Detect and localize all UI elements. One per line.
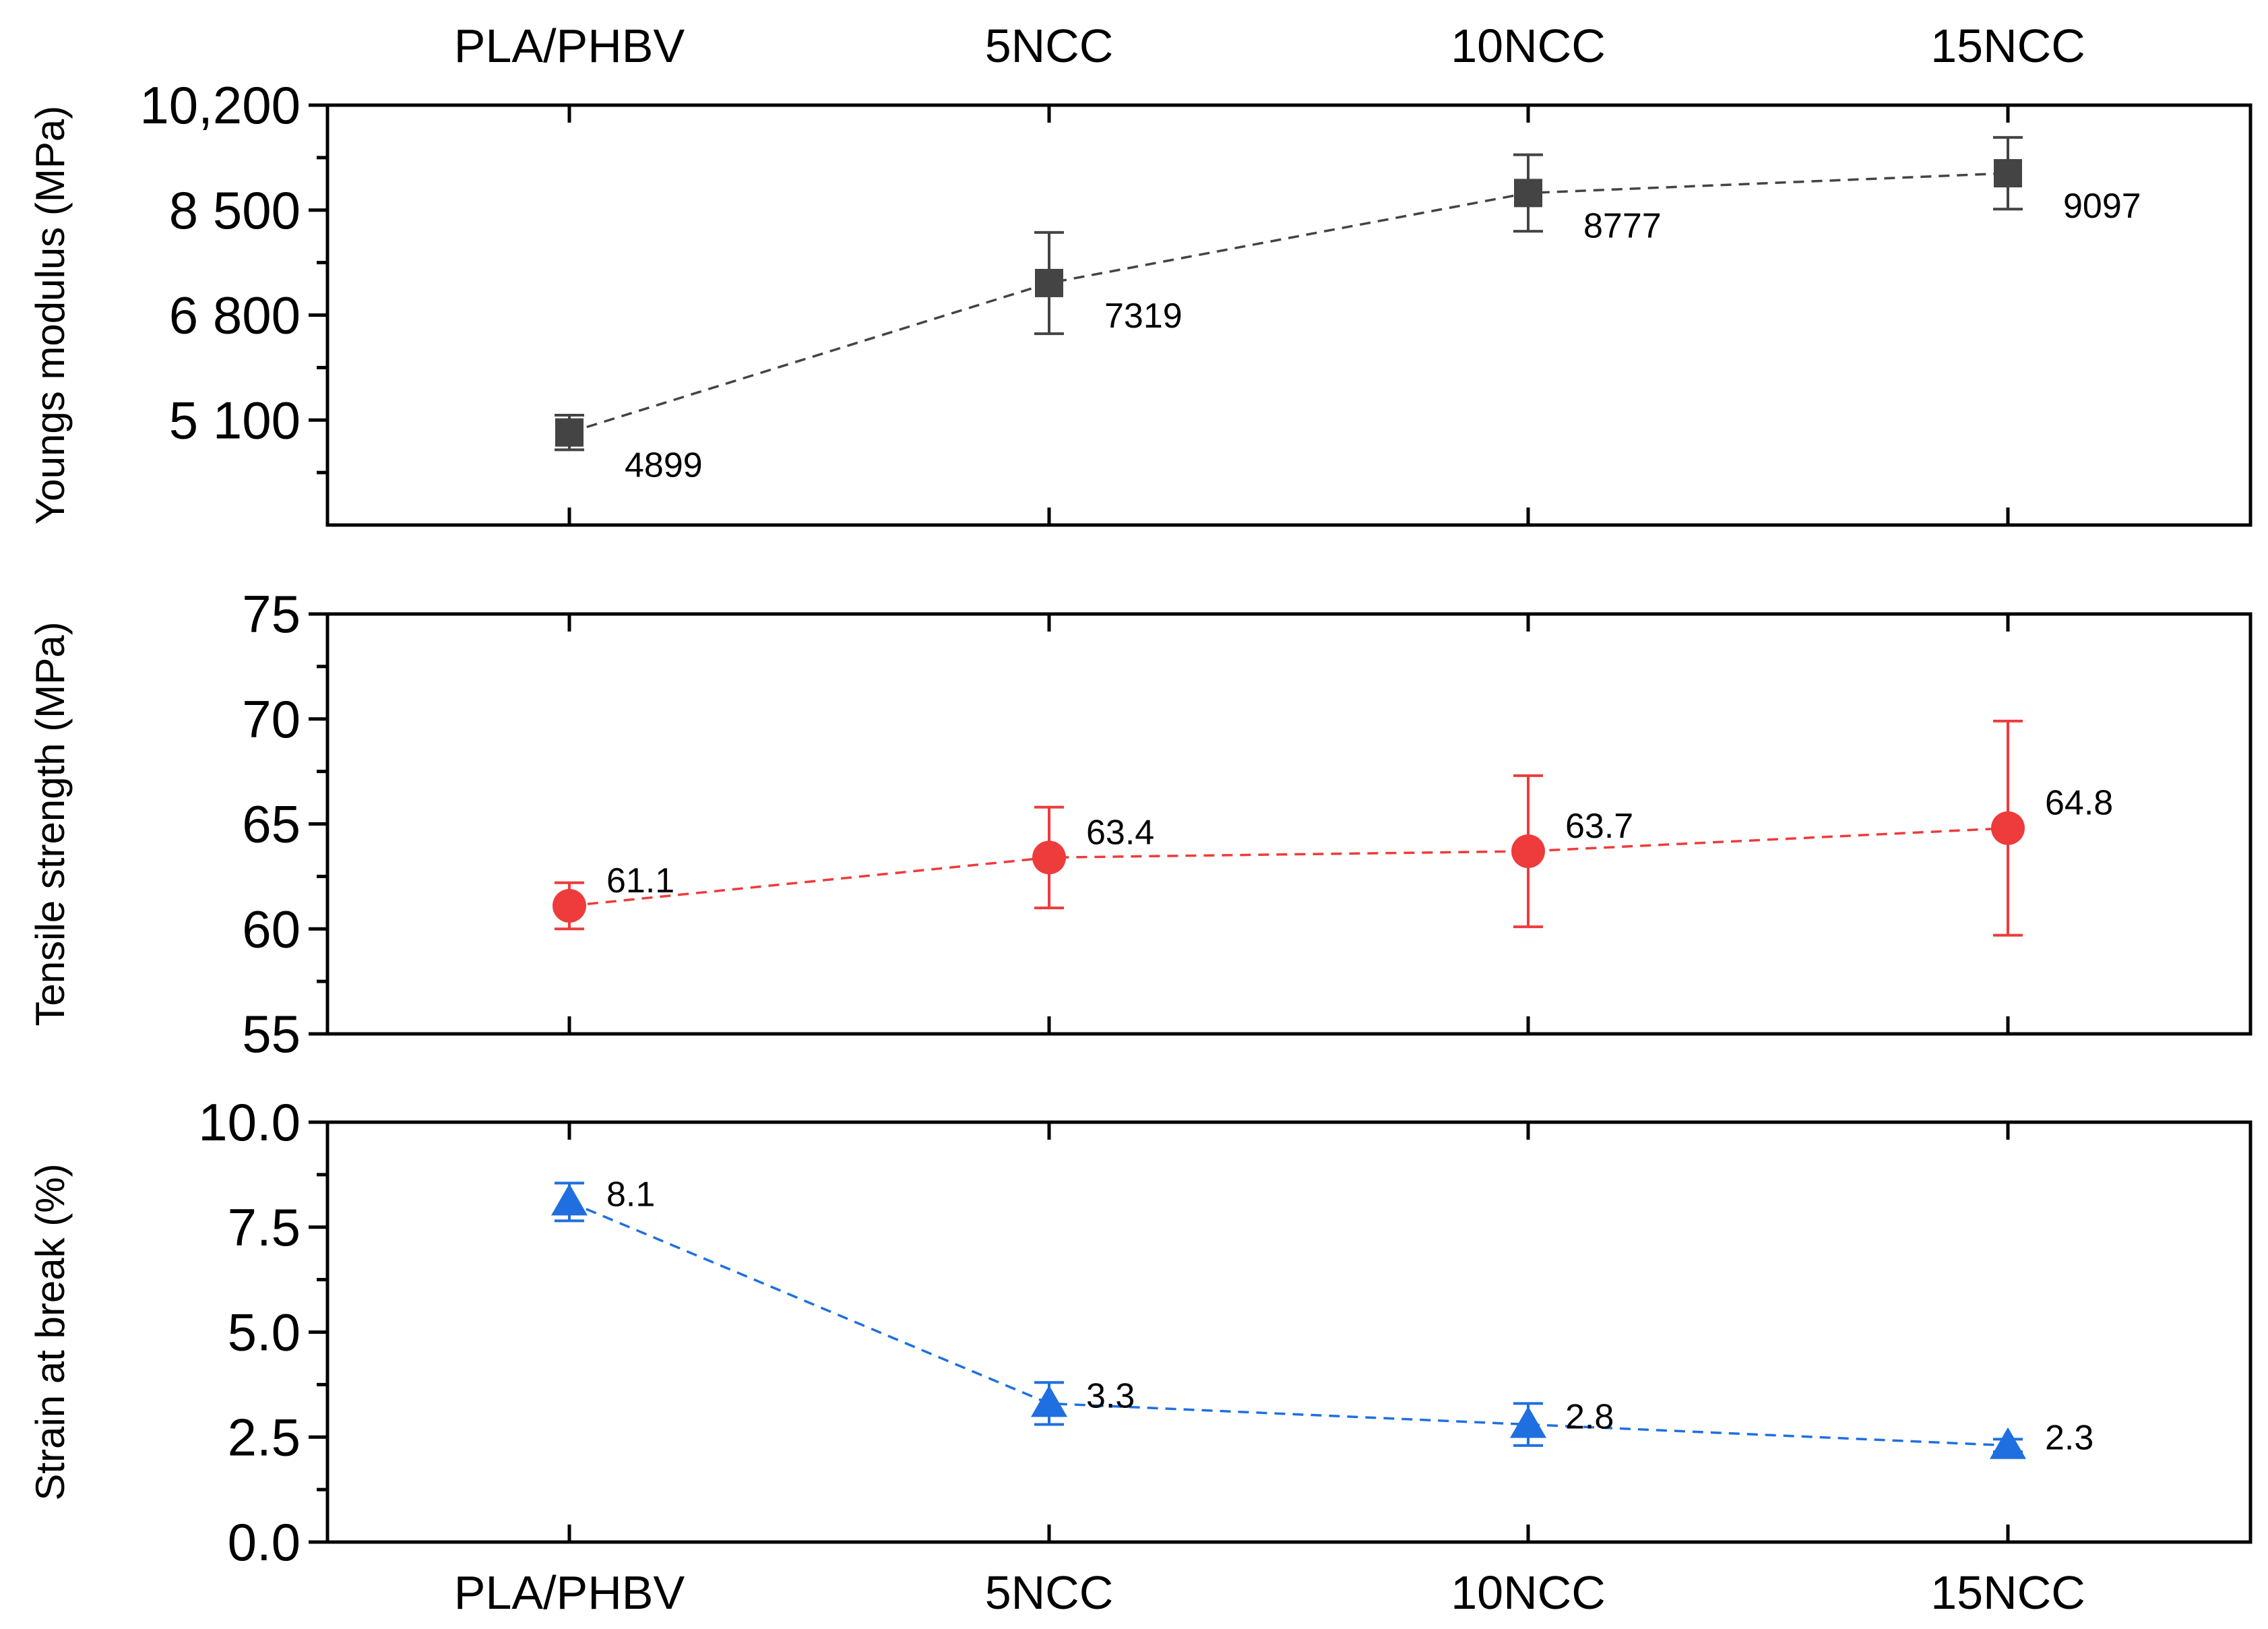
top-category-label: 5NCC	[985, 20, 1114, 72]
bottom-category-label: 15NCC	[1930, 1566, 2085, 1619]
data-label: 2.3	[2045, 1419, 2093, 1458]
data-point-triangle	[1510, 1406, 1546, 1438]
bottom-category-label: 5NCC	[985, 1566, 1114, 1619]
data-point-square	[1514, 179, 1542, 208]
data-point-square	[1994, 159, 2022, 188]
data-label: 3.3	[1086, 1376, 1135, 1415]
top-category-label: PLA/PHBV	[454, 20, 685, 72]
y-tick-label: 55	[242, 1004, 301, 1064]
data-label: 8777	[1583, 206, 1662, 245]
data-label: 63.7	[1565, 807, 1633, 846]
y-tick-label: 6 800	[169, 286, 301, 345]
top-category-label: 10NCC	[1451, 20, 1606, 72]
y-tick-label: 8 500	[169, 181, 301, 240]
data-point-triangle	[1031, 1385, 1067, 1417]
y-tick-label: 5.0	[228, 1303, 301, 1362]
data-label: 63.4	[1086, 813, 1154, 852]
data-point-square	[1035, 268, 1063, 297]
top-category-label: 15NCC	[1930, 20, 2085, 72]
data-point-triangle	[551, 1184, 588, 1216]
y-tick-label: 5 100	[169, 390, 301, 450]
data-point-circle	[553, 888, 586, 923]
series-line	[569, 1200, 2009, 1447]
y-tick-label: 7.5	[228, 1198, 301, 1257]
bottom-category-label: PLA/PHBV	[454, 1566, 685, 1619]
y-tick-label: 0.0	[228, 1512, 301, 1572]
top-category-axis: PLA/PHBV 5NCC 10NCC 15NCC	[454, 20, 2085, 72]
youngs-modulus-panel: 5 100 6 800 8 500 10,200 Youngs modulus (MPa…	[28, 75, 2253, 527]
tensile-strength-panel: 55 60 65 70 75 Tensile strength (MPa) 61.1 63.4…	[28, 584, 2253, 1064]
data-point-circle	[1511, 834, 1545, 868]
y-axis-title: Tensile strength (MPa)	[28, 621, 73, 1026]
data-label: 2.8	[1565, 1398, 1614, 1437]
y-tick-label: 60	[242, 899, 301, 958]
data-label: 7319	[1104, 297, 1183, 336]
data-point-circle	[1991, 811, 2025, 845]
series-line	[569, 826, 2009, 907]
data-point-square	[555, 418, 584, 447]
bottom-category-axis: PLA/PHBV 5NCC 10NCC 15NCC	[454, 1566, 2085, 1619]
data-label: 61.1	[606, 861, 674, 900]
data-label: 8.1	[606, 1175, 655, 1214]
y-axis-title: Strain at break (%)	[28, 1163, 73, 1500]
data-label: 9097	[2063, 187, 2141, 226]
y-tick-label: 10,200	[139, 75, 301, 135]
y-axis-title: Youngs modulus (MPa)	[28, 106, 73, 524]
y-tick-label: 65	[242, 795, 301, 854]
y-tick-label: 70	[242, 689, 301, 749]
data-label: 64.8	[2045, 784, 2113, 823]
y-tick-label: 2.5	[228, 1407, 301, 1467]
y-tick-label: 10.0	[198, 1093, 301, 1152]
bottom-category-label: 10NCC	[1451, 1566, 1606, 1619]
y-tick-label: 75	[242, 584, 301, 644]
strain-at-break-panel: 0.0 2.5 5.0 7.5 10.0 Strain at break (%) 8.1 3.…	[28, 1093, 2253, 1572]
series-line	[569, 172, 2009, 434]
data-label: 4899	[625, 446, 703, 485]
data-point-circle	[1032, 840, 1066, 875]
data-point-triangle	[1990, 1427, 2026, 1459]
